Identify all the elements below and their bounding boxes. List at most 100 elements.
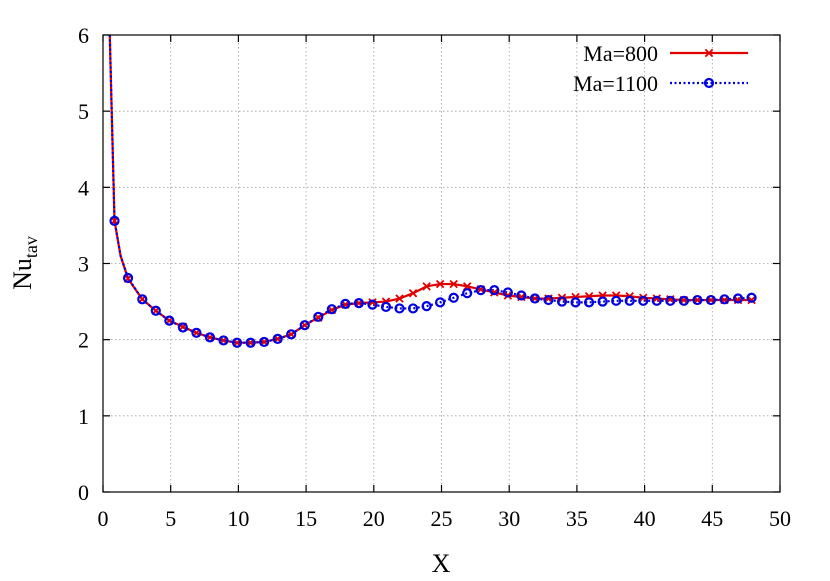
series-markers-1 (109, 215, 757, 348)
legend-label-ma1100: Ma=1100 (573, 71, 658, 96)
legend-marker-ma1100 (703, 77, 715, 89)
data-point (177, 322, 188, 333)
data-point-stroke (408, 288, 418, 298)
y-tick-label: 0 (78, 480, 89, 505)
legend-label-ma800: Ma=800 (583, 41, 658, 66)
y-tick-label: 5 (78, 99, 89, 124)
data-point (245, 337, 256, 348)
data-point (597, 296, 608, 307)
data-point (732, 293, 744, 304)
legend-marker-symbol (703, 77, 715, 89)
data-point (449, 279, 458, 289)
y-tick-label: 6 (78, 23, 89, 48)
data-point (638, 295, 649, 306)
data-point (299, 320, 310, 331)
data-point (435, 279, 445, 289)
x-tick-label: 10 (227, 506, 249, 531)
data-point (368, 298, 377, 307)
x-tick-label: 45 (701, 506, 723, 531)
x-tick-label: 5 (165, 506, 176, 531)
legend: Ma=800 Ma=1100 (573, 41, 748, 96)
data-point-stroke (395, 294, 404, 303)
data-point (583, 297, 595, 308)
data-point (313, 311, 324, 322)
data-point (678, 295, 689, 306)
data-point (435, 297, 446, 308)
data-point (407, 303, 419, 314)
data-point (705, 294, 717, 306)
data-point (380, 301, 392, 313)
data-point (218, 335, 229, 346)
grid (103, 35, 780, 492)
x-tick-label: 35 (566, 506, 588, 531)
data-point (448, 292, 459, 303)
data-point-stroke (490, 288, 499, 297)
data-point-stroke (449, 279, 458, 289)
data-point (516, 290, 527, 301)
data-point (692, 294, 703, 306)
series-layer (108, 34, 757, 348)
data-point (747, 295, 756, 305)
data-point (394, 303, 405, 314)
data-point-stroke (435, 279, 445, 289)
data-point (204, 332, 216, 343)
data-point (490, 288, 499, 297)
data-point (421, 301, 432, 312)
data-point (529, 293, 541, 304)
data-point (489, 285, 500, 296)
y-axis-label-subscript: tav (21, 236, 41, 258)
data-point (543, 294, 554, 306)
x-tick-label: 40 (634, 506, 656, 531)
data-point (502, 287, 513, 298)
y-tick-label: 3 (78, 252, 89, 277)
series-markers-0 (110, 216, 756, 347)
data-point (367, 299, 378, 310)
data-point-stroke (747, 295, 756, 305)
data-point (191, 327, 202, 338)
data-point (651, 295, 662, 306)
data-point (665, 295, 676, 306)
data-point (340, 298, 351, 309)
data-point (259, 336, 270, 348)
data-point (422, 282, 431, 291)
x-tick-label: 15 (295, 506, 317, 531)
y-tick-label: 2 (78, 328, 89, 353)
data-point (624, 295, 635, 306)
data-point (326, 304, 337, 315)
data-point-stroke (652, 294, 662, 303)
data-point (652, 294, 662, 303)
y-tick-label: 1 (78, 404, 89, 429)
data-point-stroke (368, 298, 377, 307)
x-axis-label: X (432, 549, 451, 578)
x-tick-label: 20 (363, 506, 385, 531)
legend-marker-ma800 (704, 48, 714, 58)
y-tick-label: 4 (78, 175, 89, 200)
x-tick-label: 25 (431, 506, 453, 531)
data-point (122, 272, 134, 284)
data-point (137, 294, 148, 305)
data-point (272, 333, 283, 345)
legend-marker-symbol-stroke (704, 48, 714, 58)
data-point (231, 337, 243, 348)
y-axis-label-main: Nu (8, 258, 37, 290)
data-point (150, 305, 161, 316)
data-point (164, 315, 175, 326)
data-point (556, 296, 568, 307)
legend-marker-symbol (704, 48, 714, 58)
data-point (286, 329, 297, 340)
data-point (475, 285, 486, 296)
data-point (353, 298, 365, 309)
data-point-stroke (422, 282, 431, 291)
x-tick-label: 50 (769, 506, 791, 531)
data-point (746, 292, 757, 303)
y-axis-label: Nutav (8, 236, 41, 290)
data-point (462, 288, 473, 299)
data-point (109, 215, 120, 226)
x-tick-label: 30 (498, 506, 520, 531)
x-tick-label: 0 (98, 506, 109, 531)
data-point (408, 288, 418, 298)
data-point (719, 294, 730, 305)
data-point (570, 297, 581, 308)
